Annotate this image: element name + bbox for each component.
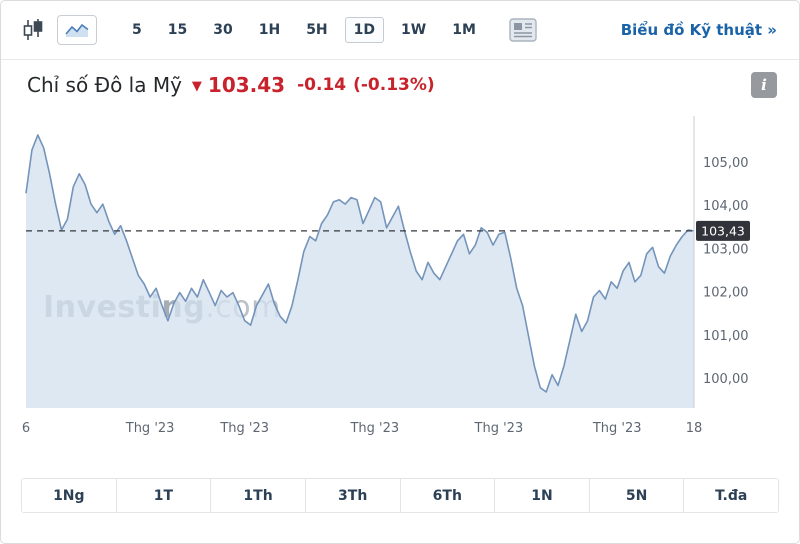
y-axis-label: 102,00: [703, 286, 749, 301]
area-chart-icon: [65, 23, 89, 37]
range-1ng[interactable]: 1Ng: [22, 479, 116, 512]
interval-15[interactable]: 15: [159, 17, 196, 43]
y-axis-label: 100,00: [703, 372, 749, 387]
price-tag: [696, 220, 750, 241]
interval-5h[interactable]: 5H: [297, 17, 336, 43]
y-axis-label: 103,00: [703, 242, 749, 257]
range-3th[interactable]: 3Th: [304, 479, 400, 512]
range-5n[interactable]: 5N: [588, 479, 684, 512]
x-axis-label: 6: [22, 421, 30, 436]
candlestick-icon: [23, 19, 43, 40]
y-axis-label: 101,00: [703, 329, 749, 344]
interval-5[interactable]: 5: [123, 17, 151, 43]
chart-line: [25, 134, 695, 393]
range-1n[interactable]: 1N: [494, 479, 589, 512]
interval-1d[interactable]: 1D: [344, 17, 385, 43]
chart-toolbar: 5 15 30 1H 5H 1D 1W 1M Biểu đồ Kỹ thuật …: [1, 1, 799, 60]
x-axis-label: Thg '23: [219, 421, 269, 436]
price-change: -0.14: [297, 75, 347, 95]
range-6th[interactable]: 6Th: [399, 479, 495, 512]
range-tda[interactable]: T.đa: [683, 479, 778, 512]
price-down-arrow-icon: ▼: [191, 78, 202, 94]
interval-1h[interactable]: 1H: [250, 17, 289, 43]
price-chart[interactable]: 105,00 104,00 103,00 102,00 101,00 100,00 6 Thg…: [1, 112, 800, 448]
range-1t[interactable]: 1T: [115, 479, 211, 512]
chart-area: Investing.com 105,00104,00103,00102,0010…: [1, 112, 799, 448]
interval-1w[interactable]: 1W: [392, 17, 435, 43]
news-panel-button[interactable]: [509, 18, 537, 42]
y-axis-label: 104,00: [703, 199, 749, 214]
area-chart-type-button[interactable]: [57, 15, 97, 45]
interval-group: 5 15 30 1H 5H 1D 1W 1M: [123, 17, 485, 43]
price-change-percent: (-0.13%): [353, 75, 435, 95]
interval-1m[interactable]: 1M: [443, 17, 485, 43]
chart-area-fill: [26, 135, 694, 408]
range-1th[interactable]: 1Th: [210, 479, 305, 512]
candlestick-chart-button[interactable]: [23, 19, 43, 41]
technical-chart-link[interactable]: Biểu đồ Kỹ thuật »: [620, 21, 777, 39]
y-axis-label: 105,00: [703, 156, 749, 171]
instrument-header: Chỉ số Đô la Mỹ ▼ 103.43 -0.14 (-0.13%) …: [1, 60, 799, 110]
info-button[interactable]: i: [751, 72, 777, 98]
last-price: 103.43: [207, 73, 286, 97]
instrument-title: Chỉ số Đô la Mỹ: [27, 73, 182, 97]
x-axis-label: Thg '23: [474, 421, 524, 436]
x-axis-label: Thg '23: [592, 421, 642, 436]
x-axis-label: 18: [686, 421, 703, 436]
x-axis-label: Thg '23: [349, 421, 399, 436]
range-button-bar: 1Ng 1T 1Th 3Th 6Th 1N 5N T.đa: [21, 478, 779, 513]
x-axis-label: Thg '23: [125, 421, 175, 436]
interval-30[interactable]: 30: [204, 17, 241, 43]
news-icon: [509, 18, 537, 42]
price-tag-label: 103,43: [701, 223, 745, 238]
